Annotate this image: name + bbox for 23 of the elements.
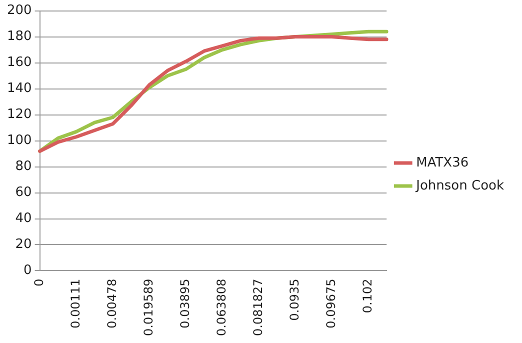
- y-tick-label: 0: [24, 263, 32, 278]
- x-tick-label: 0.03895: [178, 278, 192, 328]
- y-tick-label: 200: [6, 3, 32, 18]
- x-tick-label: 0.00478: [104, 278, 119, 328]
- x-tick-label: 0.081827: [250, 278, 265, 336]
- x-tick-label: 0.102: [360, 278, 374, 314]
- y-tick-label: 160: [6, 55, 32, 70]
- x-tick-label: 0.09675: [324, 278, 338, 328]
- x-tick-label: 0.063808: [214, 278, 228, 336]
- legend-label: Johnson Cook: [415, 178, 504, 194]
- x-tick-label: 0.0935: [287, 278, 302, 321]
- y-tick-label: 20: [15, 237, 32, 252]
- y-tick-label: 180: [6, 29, 32, 44]
- x-tick-label: 0.019589: [141, 278, 156, 336]
- y-tick-label: 40: [15, 211, 32, 226]
- y-tick-label: 60: [15, 185, 32, 200]
- legend-label: MATX36: [416, 155, 469, 170]
- y-tick-label: 140: [6, 81, 32, 96]
- y-tick-label: 80: [15, 159, 32, 174]
- y-tick-label: 120: [6, 107, 32, 122]
- x-tick-label: 0.00111: [68, 278, 82, 328]
- y-tick-label: 100: [6, 133, 32, 148]
- x-tick-label: 0: [32, 278, 46, 286]
